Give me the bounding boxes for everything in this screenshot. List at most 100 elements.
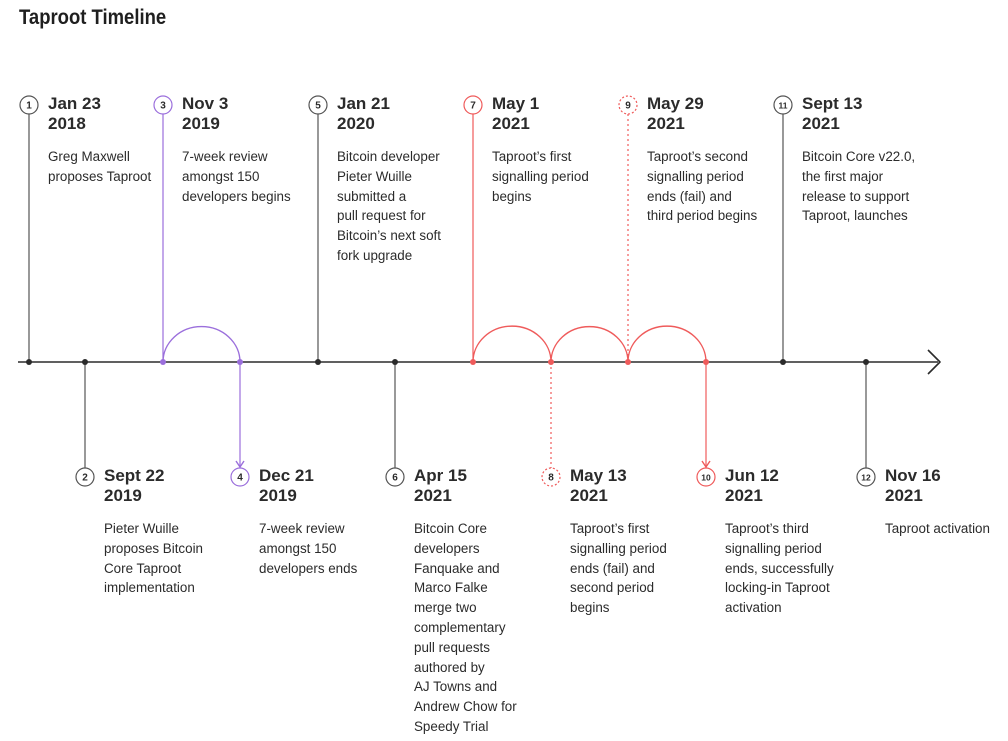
event-description-line: Andrew Chow for xyxy=(414,699,517,715)
marker-circle-8 xyxy=(541,467,561,487)
marker-circle-5 xyxy=(308,95,328,115)
event-description-line: developers ends xyxy=(259,560,358,576)
marker-number-10: 10 xyxy=(701,473,711,483)
event-date-1: Jan 23 2018 xyxy=(48,94,101,134)
event-description-line: Taproot, launches xyxy=(802,208,908,224)
event-description-line: Fanquake and xyxy=(414,560,500,576)
event-date-line: 2021 xyxy=(414,486,452,505)
event-description-line: Pieter Wuille xyxy=(337,168,412,184)
marker-circle-10 xyxy=(696,467,716,487)
event-description-line: signalling period xyxy=(492,168,589,184)
timeline-dots xyxy=(26,359,869,365)
event-date-line: Jun 12 xyxy=(725,466,779,485)
event-description-line: developers begins xyxy=(182,188,291,204)
marker-circle-12 xyxy=(856,467,876,487)
event-description-line: Taproot activation xyxy=(885,521,990,536)
event-description-line: Speedy Trial xyxy=(414,718,489,734)
event-description-line: ends, successfully xyxy=(725,560,834,576)
event-date-line: 2021 xyxy=(725,486,763,505)
axis-dot-2 xyxy=(82,359,88,365)
marker-number-1: 1 xyxy=(26,101,32,112)
event-description-line: Bitcoin developer xyxy=(337,149,440,164)
event-description-line: signalling period xyxy=(570,540,667,556)
event-description-line: pull requests xyxy=(414,639,490,655)
event-description-line: release to support xyxy=(802,188,910,204)
event-description-line: Bitcoin Core v22.0, xyxy=(802,149,916,164)
event-description-11: Bitcoin Core v22.0, the first major releas… xyxy=(802,147,915,226)
axis-dot-10 xyxy=(703,359,709,365)
marker-number-5: 5 xyxy=(315,101,321,112)
event-description-line: 7-week review xyxy=(259,521,345,536)
marker-number-12: 12 xyxy=(861,473,871,483)
marker-number-11: 11 xyxy=(779,101,788,111)
event-description-line: ends (fail) and xyxy=(647,188,732,204)
marker-circle-9 xyxy=(618,95,638,115)
event-date-line: Jan 23 xyxy=(48,94,101,113)
event-description-line: developers xyxy=(414,540,480,556)
event-description-7: Taproot’s first signalling period begins xyxy=(492,147,589,206)
event-date-line: May 1 xyxy=(492,94,540,113)
timeline-arrow-icon xyxy=(927,349,941,375)
event-description-line: complementary xyxy=(414,619,506,635)
marker-number-2: 2 xyxy=(82,473,88,484)
axis-dot-5 xyxy=(315,359,321,365)
axis-dot-8 xyxy=(548,359,554,365)
event-date-3: Nov 3 2019 xyxy=(182,94,228,134)
event-date-line: Sept 13 xyxy=(802,94,863,113)
period-arc-1 xyxy=(162,325,241,363)
event-description-line: signalling period xyxy=(647,168,744,184)
event-description-line: Marco Falke xyxy=(414,580,488,596)
axis-dot-7 xyxy=(470,359,476,365)
event-description-line: locking-in Taproot xyxy=(725,580,830,596)
event-description-line: AJ Towns and xyxy=(414,679,498,695)
axis-dot-12 xyxy=(863,359,869,365)
event-date-6: Apr 15 2021 xyxy=(414,466,467,506)
event-description-line: second period xyxy=(570,580,655,596)
event-description-line: amongst 150 xyxy=(182,168,260,184)
marker-number-7: 7 xyxy=(470,101,476,112)
event-date-line: Apr 15 xyxy=(414,466,467,485)
event-description-line: Taproot’s second xyxy=(647,149,748,164)
event-description-10: Taproot’s third signalling period ends, su… xyxy=(725,519,834,618)
event-date-5: Jan 21 2020 xyxy=(337,94,390,134)
event-date-line: Nov 3 xyxy=(182,94,229,113)
event-description-line: submitted a xyxy=(337,188,407,204)
event-description-line: Greg Maxwell xyxy=(48,149,130,164)
event-description-5: Bitcoin developer Pieter Wuille submitted … xyxy=(337,147,441,266)
event-date-line: 2019 xyxy=(104,486,142,505)
event-date-line: Dec 21 xyxy=(259,466,314,485)
marker-number-8: 8 xyxy=(548,473,554,484)
event-date-2: Sept 22 2019 xyxy=(104,466,164,506)
axis-dot-6 xyxy=(392,359,398,365)
event-description-line: proposes Taproot xyxy=(48,168,152,184)
marker-circle-7 xyxy=(463,95,483,115)
event-date-4: Dec 21 2019 xyxy=(259,466,314,506)
connectors xyxy=(28,114,867,469)
event-description-1: Greg Maxwell proposes Taproot xyxy=(48,147,151,187)
axis-dot-4 xyxy=(237,359,243,365)
event-date-line: Jan 21 xyxy=(337,94,390,113)
event-description-line: ends (fail) and xyxy=(570,560,655,576)
event-date-line: 2019 xyxy=(182,114,220,133)
marker-circle-6 xyxy=(385,467,405,487)
marker-circle-11 xyxy=(773,95,793,115)
arrow-down-icon-4 xyxy=(235,460,245,469)
event-date-line: 2021 xyxy=(802,114,840,133)
event-description-line: 7-week review xyxy=(182,149,268,164)
axis-dot-11 xyxy=(780,359,786,365)
page-title: Taproot Timeline xyxy=(19,6,167,29)
marker-circle-4 xyxy=(230,467,250,487)
event-description-line: Pieter Wuille xyxy=(104,521,179,536)
marker-number-6: 6 xyxy=(392,473,398,484)
axis-dot-3 xyxy=(160,359,166,365)
event-date-line: Nov 16 xyxy=(885,466,941,485)
event-date-line: 2021 xyxy=(885,486,923,505)
event-date-line: Sept 22 xyxy=(104,466,165,485)
arrow-down-icon-10 xyxy=(701,460,711,469)
event-description-6: Bitcoin Core developers Fanquake and Marco … xyxy=(414,519,517,737)
event-date-9: May 29 2021 xyxy=(647,94,704,134)
event-description-line: merge two xyxy=(414,600,477,616)
event-date-line: 2021 xyxy=(492,114,530,133)
period-arc-2 xyxy=(472,325,552,363)
axis-dot-9 xyxy=(625,359,631,365)
